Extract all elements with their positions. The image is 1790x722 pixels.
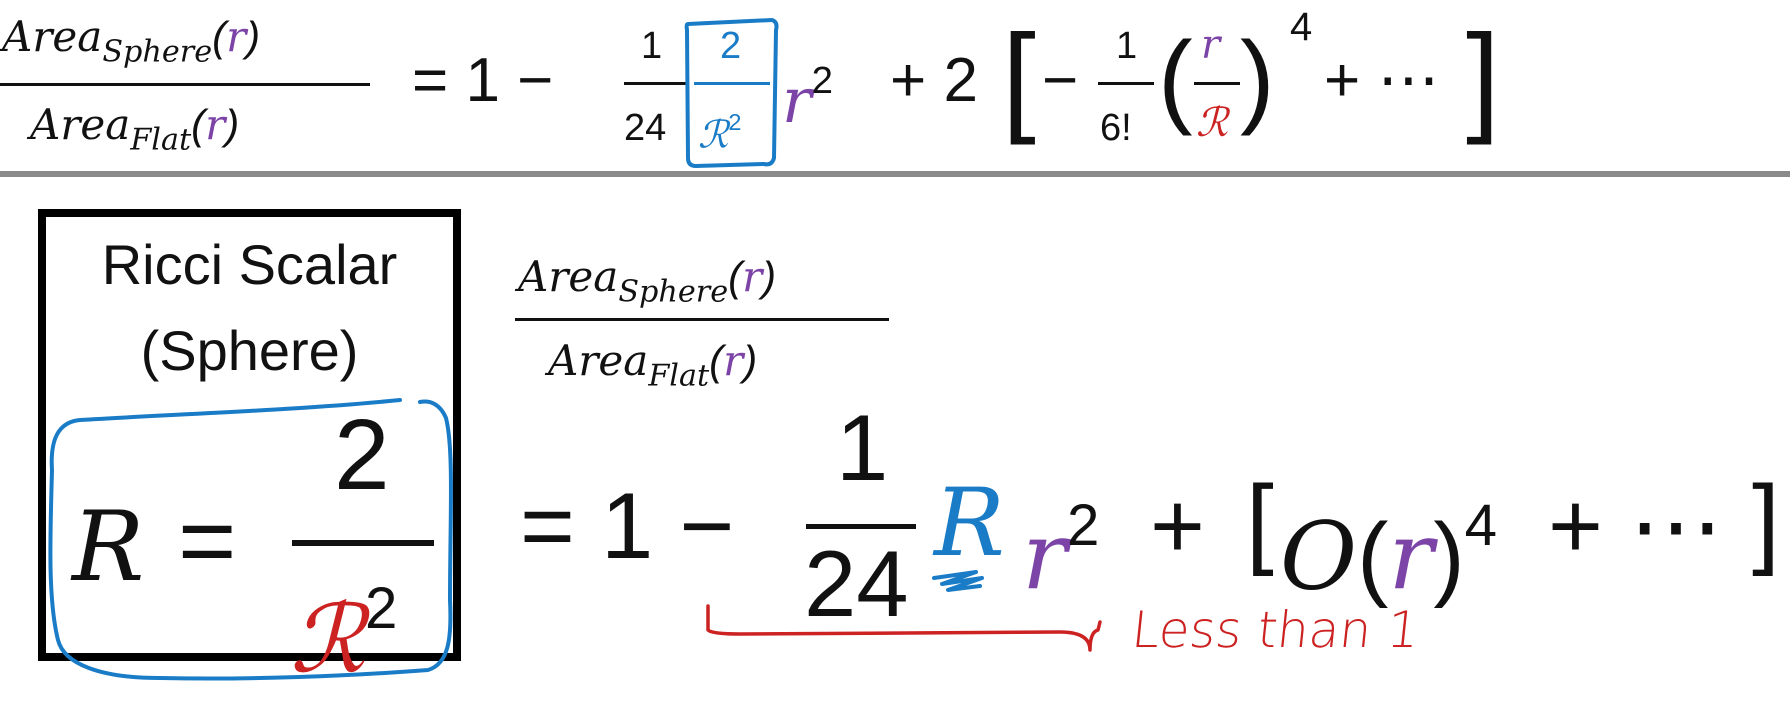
two: 2 (943, 46, 978, 115)
big-o-term: O(r)4 (1280, 474, 1497, 610)
top-plus-two: + 2 (890, 46, 978, 116)
top-bracket-close: ] (1466, 9, 1500, 145)
frac6-den: 6! (1100, 107, 1132, 149)
r-var: r (742, 252, 763, 301)
section-divider (0, 171, 1790, 177)
bottom-frac-den: 24 (804, 531, 909, 636)
bottom-plus-ellipsis: + ⋯ (1548, 473, 1724, 578)
r-var: r (1388, 502, 1434, 612)
big-paren-open: ( (1158, 21, 1193, 137)
bottom-plus: + (1150, 473, 1205, 578)
paren-open: ( (709, 337, 724, 384)
boxed-bar (694, 82, 770, 85)
exponent: 2 (365, 576, 398, 641)
frac1-den: 24 (624, 107, 667, 149)
area-text: Area (30, 100, 131, 149)
paren-close: ) (1433, 503, 1465, 609)
flat-subscript: Flat (648, 358, 710, 394)
ricci-R: R (72, 491, 145, 603)
top-lhs-fraction-bar (0, 83, 370, 86)
top-lhs-numerator: AreaSphere(r) (2, 12, 260, 78)
top-plus-ellipsis: + ⋯ (1324, 46, 1440, 115)
minus-sign: − (679, 473, 735, 578)
ricci-title-line2: (Sphere) (140, 319, 359, 382)
exponent: 4 (1464, 493, 1498, 558)
ricci-fraction-bar (292, 540, 434, 546)
one: 1 (465, 46, 500, 115)
area-text: Area (518, 252, 619, 301)
equals-sign: = (520, 473, 575, 578)
sphere-subscript: Sphere (618, 274, 729, 310)
bottom-lhs-numerator: AreaSphere(r) (518, 252, 776, 318)
top-minus-2: − (1042, 46, 1079, 115)
r-var: r (1022, 502, 1067, 612)
paren-open: ( (191, 101, 206, 148)
equals-sign: = (412, 46, 449, 115)
paren-close: ) (225, 101, 240, 148)
paren-close: ) (743, 337, 758, 384)
frac1-bar (624, 82, 688, 85)
bottom-lhs-fraction-bar (515, 318, 889, 321)
bottom-frac-bar (806, 524, 916, 529)
minus-sign: − (517, 46, 554, 115)
script-r: ℛ (290, 585, 365, 695)
bottom-bracket-open: [ (1246, 465, 1274, 577)
big-o: O (1280, 502, 1358, 612)
ricci-num: 2 (334, 399, 390, 511)
one: 1 (601, 473, 654, 578)
top-bracket-open: [ (1002, 9, 1036, 145)
less-than-one-annotation: Less than 1 (1128, 601, 1423, 659)
area-text: Area (2, 12, 103, 61)
paren-open: ( (728, 253, 743, 300)
area-text: Area (548, 336, 649, 385)
bottom-r-squared: r2 (1022, 474, 1099, 610)
bottom-bracket-close: ] (1752, 465, 1780, 577)
plus-sign: + (890, 46, 927, 115)
paren-close: ) (246, 13, 261, 60)
ricci-den: ℛ2 (290, 558, 397, 692)
inner-den: ℛ (1196, 100, 1228, 146)
top-r-squared: r2 (782, 46, 833, 136)
r-var: r (723, 336, 744, 385)
frac6-bar (1098, 82, 1154, 85)
exponent: 2 (811, 59, 834, 102)
bottom-ricci-R: R (934, 469, 1005, 578)
power-four: 4 (1290, 5, 1313, 49)
sphere-subscript: Sphere (102, 34, 213, 70)
bottom-lhs-denominator: AreaFlat(r) (548, 336, 757, 402)
paren-open: ( (212, 13, 227, 60)
exponent: 2 (1066, 493, 1100, 558)
bottom-equals-one-minus: = 1 − (520, 474, 734, 578)
boxed-den: ℛ2 (698, 100, 741, 157)
top-lhs-denominator: AreaFlat(r) (30, 100, 239, 166)
flat-subscript: Flat (130, 122, 192, 158)
ricci-equals: = (178, 485, 237, 597)
script-r: ℛ (698, 112, 729, 157)
frac1-num: 1 (641, 25, 663, 67)
paren-close: ) (762, 253, 777, 300)
r-var: r (226, 12, 247, 61)
r-var: r (782, 63, 812, 137)
r-var: r (205, 100, 226, 149)
big-paren-close: ) (1240, 21, 1275, 137)
boxed-num: 2 (720, 25, 742, 67)
ricci-title-line1: Ricci Scalar (101, 233, 398, 296)
exponent: 2 (728, 109, 742, 135)
frac6-num: 1 (1116, 25, 1138, 67)
paren-open: ( (1357, 503, 1389, 609)
inner-bar (1194, 82, 1240, 85)
bottom-frac-num: 1 (836, 395, 889, 500)
inner-num: r (1201, 22, 1221, 68)
top-equals-one-minus: = 1 − (412, 46, 553, 116)
